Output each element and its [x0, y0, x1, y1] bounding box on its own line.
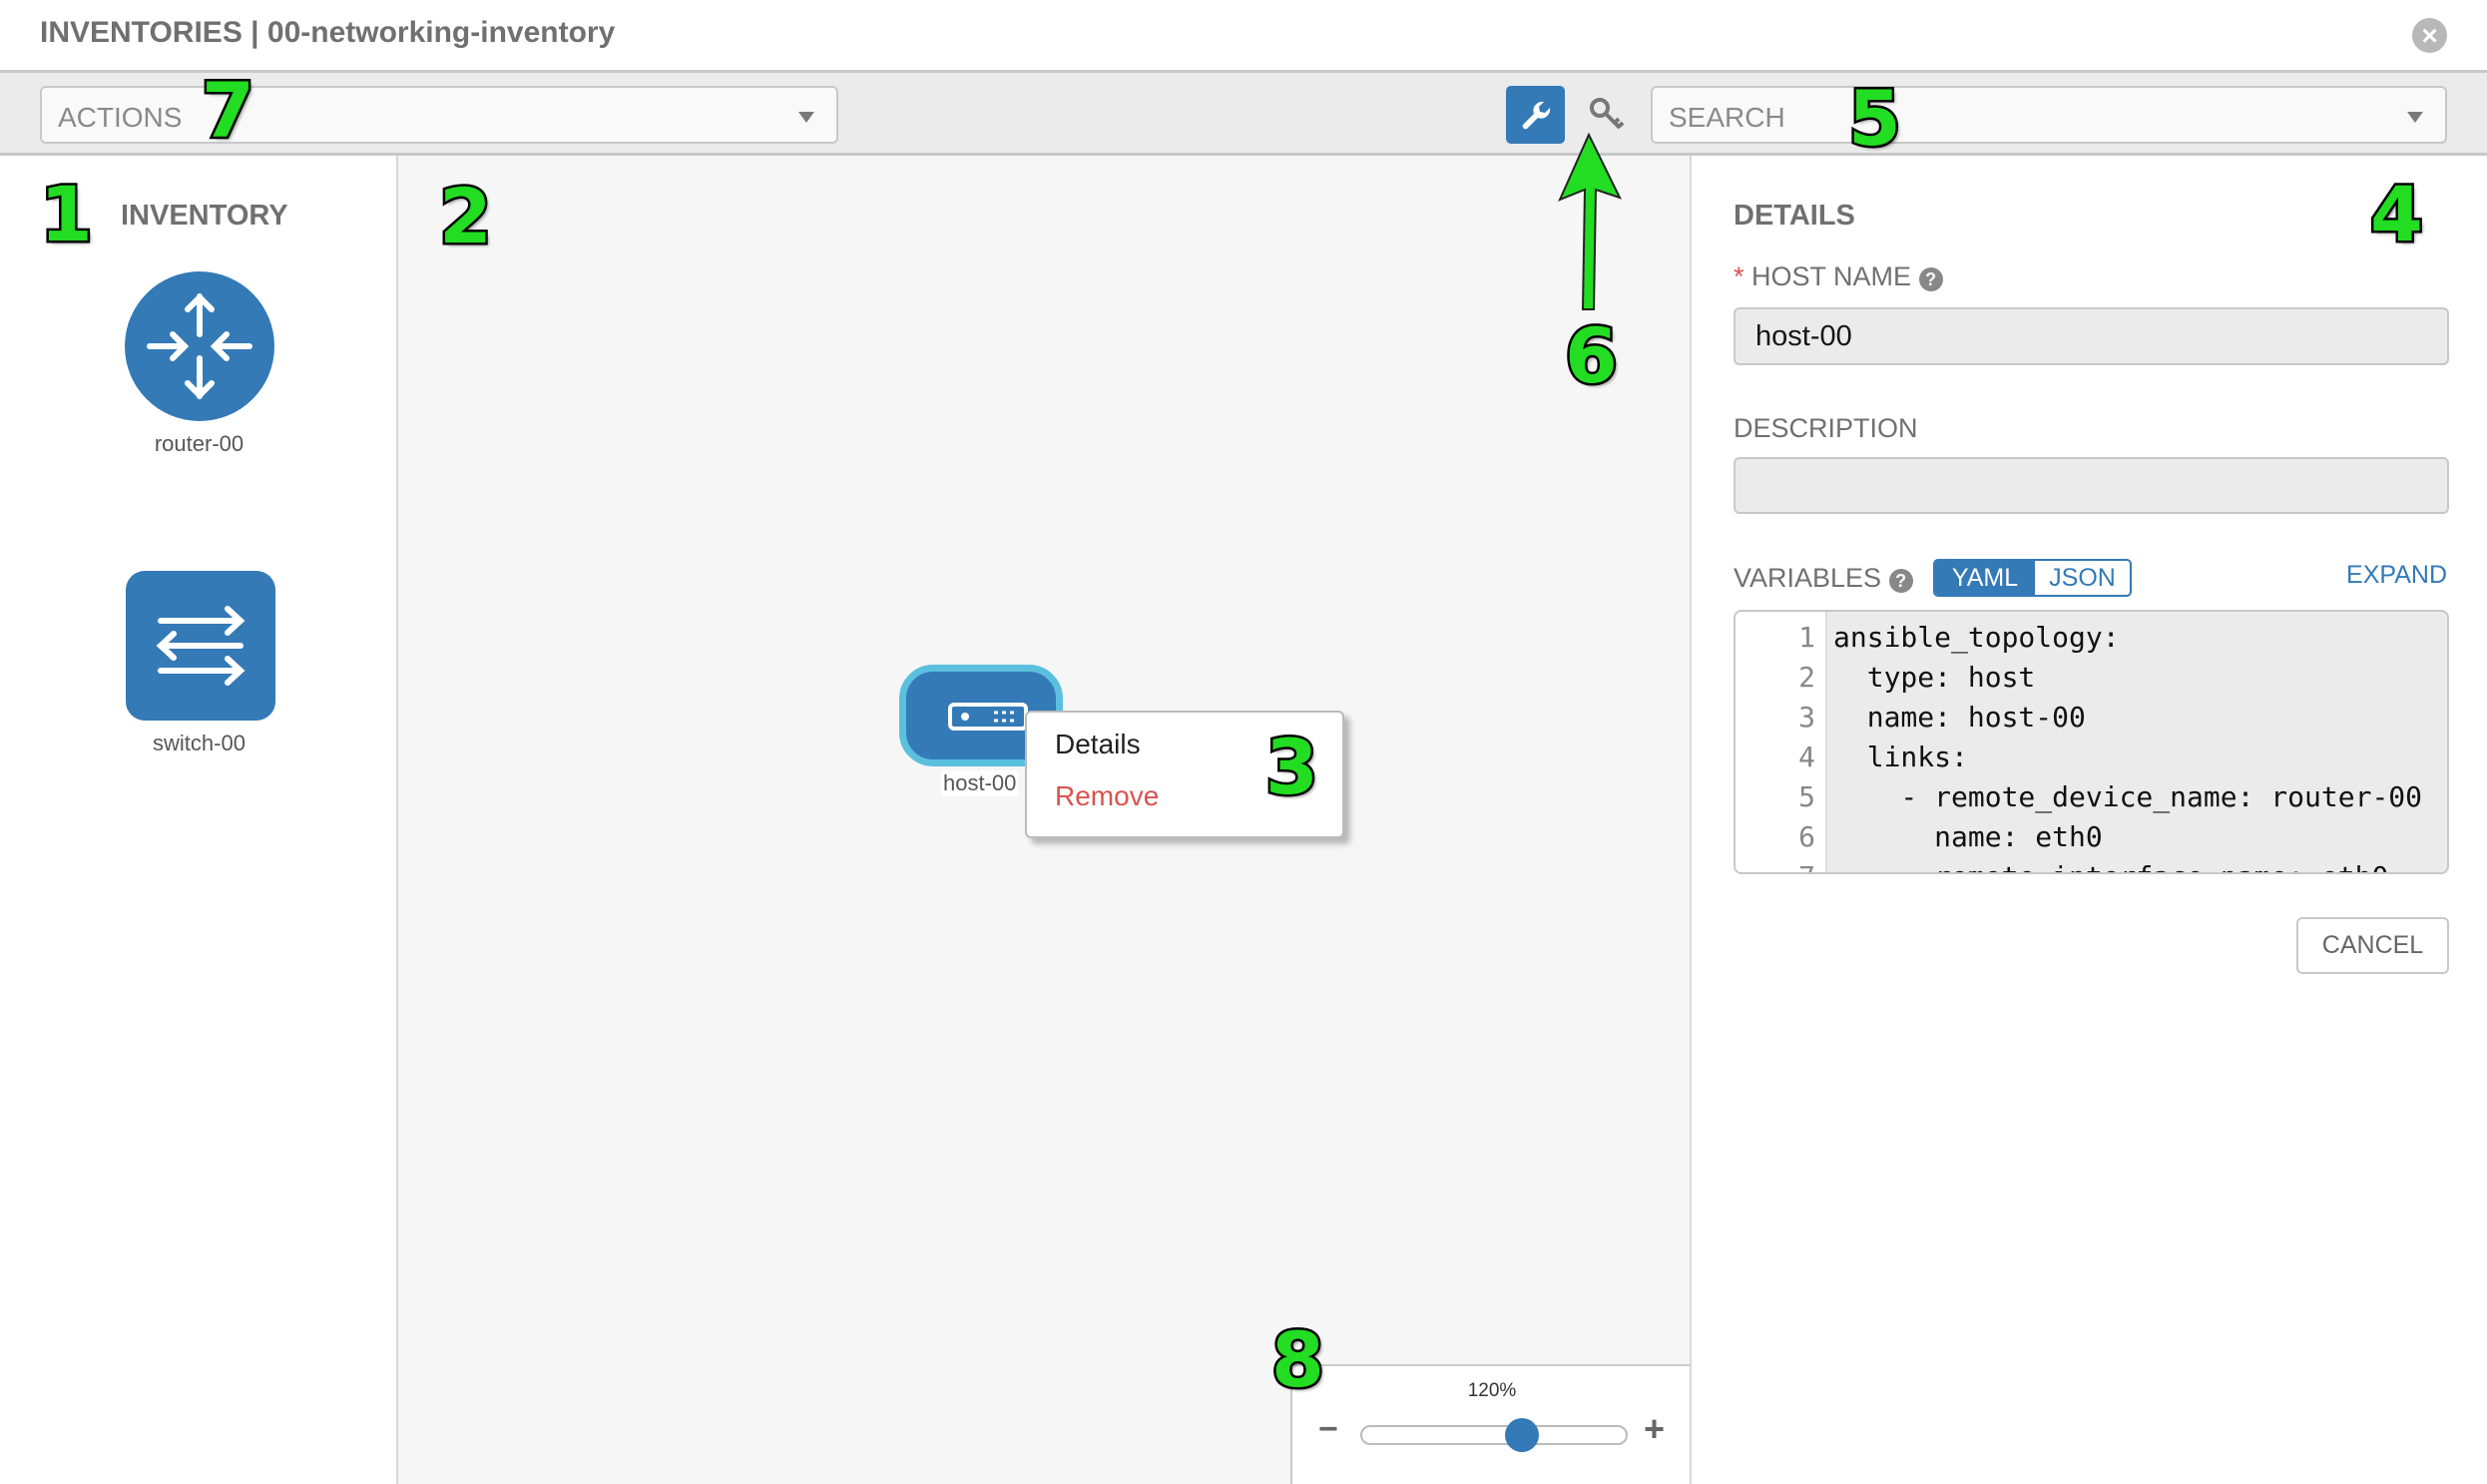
code-line: 1 ansible_topology: [1736, 618, 2422, 658]
yaml-toggle[interactable]: YAML [1935, 561, 2035, 595]
line-number: 3 [1798, 701, 1815, 734]
line-number: 5 [1798, 780, 1815, 813]
code-text: remote_interface_name: eth0 [1823, 857, 2388, 872]
details-panel: DETAILS * HOST NAME ? host-00 DESCRIPTIO… [1690, 156, 2487, 1484]
host-name-text: HOST NAME [1751, 261, 1912, 291]
cancel-button[interactable]: CANCEL [2296, 917, 2449, 974]
annotation-1: 1 [38, 168, 96, 261]
help-icon[interactable]: ? [1918, 267, 1943, 291]
actions-dropdown[interactable]: ACTIONS [40, 86, 838, 144]
annotation-8: 8 [1269, 1313, 1327, 1407]
key-icon [1590, 98, 1625, 130]
code-text: type: host [1833, 661, 2036, 694]
host-name-label: * HOST NAME ? [1734, 261, 1943, 292]
switch-00-item[interactable] [126, 571, 275, 721]
menu-item-remove[interactable]: Remove [1055, 780, 1160, 811]
host-name-input[interactable]: host-00 [1734, 307, 2449, 365]
expand-link[interactable]: EXPAND [2346, 561, 2447, 589]
code-line: 5 - remote_device_name: router-00 [1736, 777, 2422, 817]
description-label: DESCRIPTION [1734, 413, 1918, 443]
line-number: 7 [1736, 857, 1823, 872]
code-text: name: eth0 [1833, 820, 2103, 853]
host-00-label: host-00 [941, 770, 1019, 796]
line-number: 1 [1798, 621, 1815, 654]
line-number: 4 [1798, 741, 1815, 773]
annotation-2: 2 [437, 170, 495, 263]
zoom-in-button[interactable]: + [1644, 1408, 1666, 1449]
header: INVENTORIES | 00-networking-inventory × [0, 0, 2487, 73]
context-menu: Details Remove [1025, 711, 1344, 838]
server-icon [948, 703, 1028, 731]
actions-placeholder: ACTIONS [58, 102, 183, 133]
search-dropdown[interactable]: SEARCH [1651, 86, 2447, 144]
code-text: ansible_topology: [1833, 621, 2120, 654]
switch-00-label: switch-00 [153, 731, 246, 755]
zoom-out-button[interactable]: − [1318, 1410, 1338, 1448]
editor-gutter [1736, 612, 1827, 872]
chevron-down-icon [798, 112, 814, 123]
annotation-arrow-icon [1558, 132, 1622, 310]
description-input[interactable] [1734, 457, 2449, 514]
close-icon[interactable]: × [2412, 18, 2447, 53]
wrench-button[interactable] [1506, 86, 1565, 144]
code-text: - remote_device_name: router-00 [1833, 780, 2423, 813]
variables-text: VARIABLES [1734, 563, 1882, 593]
router-00-item[interactable] [125, 271, 274, 421]
code-text: name: host-00 [1833, 701, 2086, 734]
annotation-7: 7 [200, 64, 257, 158]
menu-item-details[interactable]: Details [1055, 729, 1141, 759]
chevron-down-icon [2407, 112, 2423, 123]
variables-editor[interactable]: 1 ansible_topology: 2 type: host 3 name: ho… [1734, 610, 2449, 874]
zoom-slider[interactable] [1360, 1425, 1628, 1445]
key-button[interactable] [1582, 90, 1632, 140]
zoom-slider-thumb[interactable] [1505, 1418, 1539, 1452]
annotation-6: 6 [1563, 309, 1621, 403]
inventory-title: INVENTORY [121, 200, 288, 232]
line-number: 6 [1798, 820, 1815, 853]
code-line: 7 remote_interface_name: eth0 [1736, 857, 2422, 872]
zoom-widget: 120% − + [1290, 1364, 1690, 1484]
toolbar: ACTIONS SEARCH [0, 73, 2487, 156]
line-number: 2 [1798, 661, 1815, 694]
help-icon[interactable]: ? [1888, 569, 1913, 593]
details-title: DETAILS [1734, 200, 1855, 232]
format-toggle: YAML JSON [1933, 559, 2132, 597]
wrench-icon [1522, 101, 1551, 130]
annotation-3: 3 [1263, 721, 1321, 814]
switch-icon [156, 606, 246, 686]
code-line: 6 name: eth0 [1736, 817, 2422, 857]
annotation-5: 5 [1846, 72, 1904, 166]
annotation-4: 4 [2368, 168, 2426, 261]
topology-canvas[interactable]: host-00 Details Remove 120% − + [398, 156, 1690, 1484]
code-line: 4 links: [1736, 738, 2422, 777]
search-placeholder: SEARCH [1669, 102, 1785, 133]
router-00-label: router-00 [154, 431, 245, 456]
inventory-panel: INVENTORY router-00 switch-00 [0, 156, 398, 1484]
host-00-node[interactable] [899, 665, 1063, 766]
code-line: 2 type: host [1736, 658, 2422, 698]
zoom-level: 120% [1467, 1380, 1517, 1401]
json-toggle[interactable]: JSON [2049, 564, 2116, 592]
page-title: INVENTORIES | 00-networking-inventory [40, 16, 616, 49]
code-text: links: [1833, 741, 1968, 773]
variables-label: VARIABLES ? [1734, 563, 1913, 594]
router-icon [147, 292, 252, 400]
required-mark: * [1734, 261, 1744, 291]
code-line: 3 name: host-00 [1736, 698, 2422, 738]
